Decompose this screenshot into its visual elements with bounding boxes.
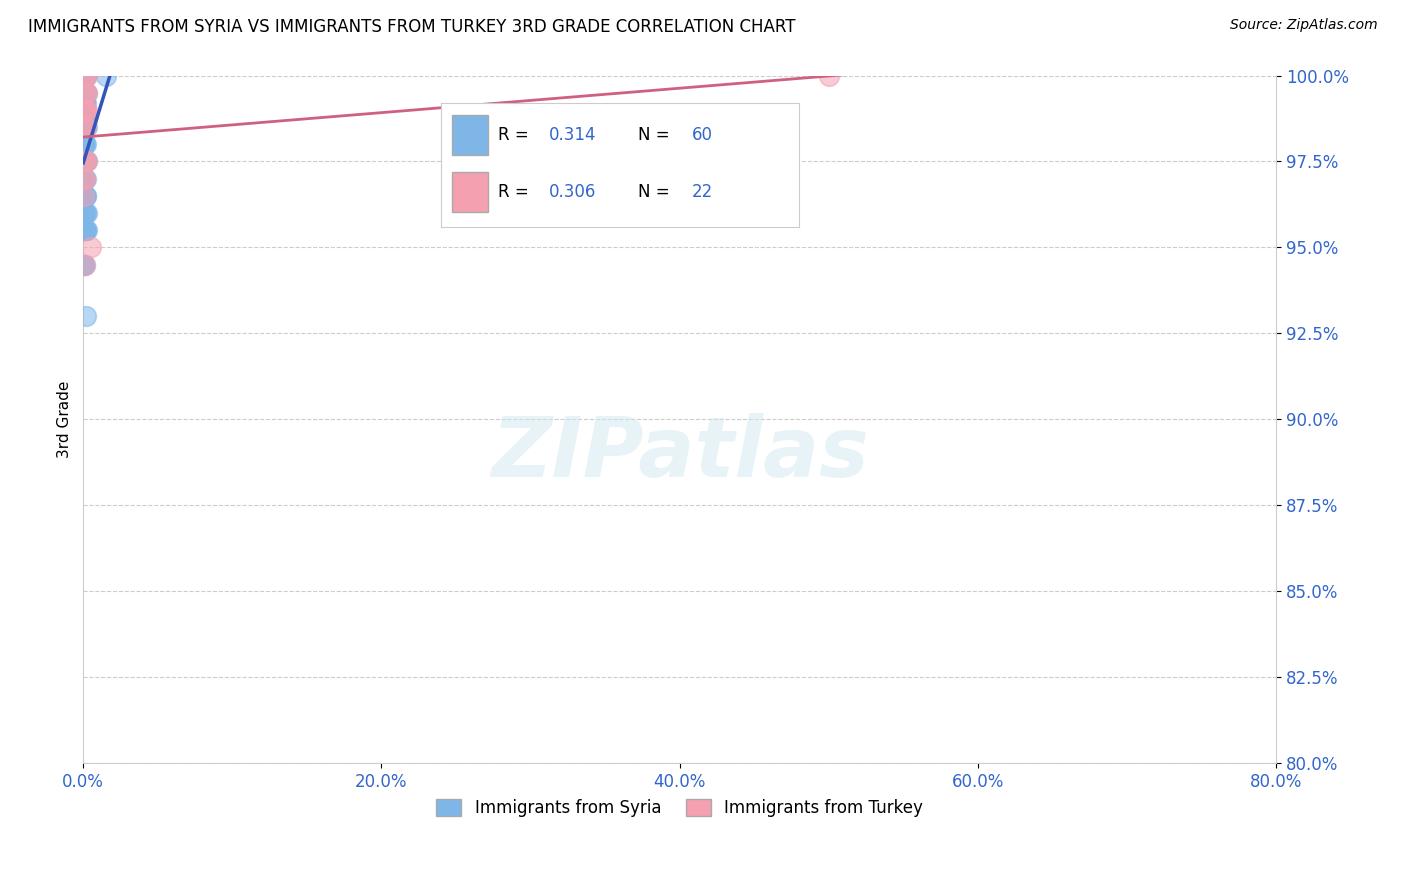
Point (76, 86, 98, 100)
Point (75, 86, 97, 100)
Point (80, 240, 103, 254)
Point (73, 110, 96, 124)
Point (73, 258, 96, 272)
Text: Source: ZipAtlas.com: Source: ZipAtlas.com (1230, 18, 1378, 32)
Point (73, 171, 96, 186)
Point (73, 137, 96, 152)
Point (73, 154, 96, 169)
Point (73, 103, 96, 117)
Point (73, 69, 96, 83)
Point (76, 110, 98, 124)
Point (73, 95, 96, 110)
Point (75, 120, 97, 134)
Point (76, 154, 98, 169)
Point (75, 189, 97, 203)
Point (75, 95, 97, 110)
Point (75, 95, 97, 110)
Point (73, 154, 96, 169)
Point (73, 69, 96, 83)
Point (76, 120, 98, 134)
Point (75, 171, 97, 186)
Point (76, 86, 98, 100)
Point (75, 137, 97, 152)
Point (76, 206, 98, 220)
Point (73, 171, 96, 186)
Point (73, 120, 96, 134)
Point (75, 110, 97, 124)
Point (75, 309, 97, 323)
Point (75, 171, 97, 186)
Point (75, 223, 97, 237)
Point (73, 86, 96, 100)
Point (75, 154, 97, 169)
Point (75, 258, 97, 272)
Point (75, 154, 97, 169)
Point (75, 86, 97, 100)
Point (73, 171, 96, 186)
Point (75, 189, 97, 203)
Point (73, 69, 96, 83)
Point (73, 69, 96, 83)
Point (75, 120, 97, 134)
Point (817, 69, 839, 83)
Point (75, 69, 97, 83)
Point (75, 206, 97, 220)
Point (75, 103, 97, 117)
Point (75, 154, 97, 169)
Point (73, 120, 96, 134)
Point (75, 69, 97, 83)
Point (73, 258, 96, 272)
Point (73, 171, 96, 186)
Y-axis label: 3rd Grade: 3rd Grade (58, 381, 72, 458)
Point (73, 189, 96, 203)
Point (75, 258, 97, 272)
Point (73, 69, 96, 83)
Point (75, 69, 97, 83)
Point (73, 110, 96, 124)
Point (73, 120, 96, 134)
Point (73, 137, 96, 152)
Point (75, 223, 97, 237)
Point (75, 137, 97, 152)
Point (73, 223, 96, 237)
Legend: Immigrants from Syria, Immigrants from Turkey: Immigrants from Syria, Immigrants from T… (429, 792, 929, 823)
Point (76, 154, 98, 169)
Point (75, 206, 97, 220)
Point (76, 223, 98, 237)
Point (76, 69, 98, 83)
Point (75, 120, 97, 134)
Point (73, 120, 96, 134)
Point (75, 69, 97, 83)
Point (73, 206, 96, 220)
Point (73, 206, 96, 220)
Point (73, 206, 96, 220)
Point (75, 86, 97, 100)
Point (73, 86, 96, 100)
Point (73, 103, 96, 117)
Point (73, 189, 96, 203)
Point (73, 154, 96, 169)
Point (76, 103, 98, 117)
Point (73, 189, 96, 203)
Point (75, 223, 97, 237)
Point (73, 95, 96, 110)
Point (94, 69, 117, 83)
Point (75, 120, 97, 134)
Point (73, 110, 96, 124)
Point (75, 189, 97, 203)
Text: IMMIGRANTS FROM SYRIA VS IMMIGRANTS FROM TURKEY 3RD GRADE CORRELATION CHART: IMMIGRANTS FROM SYRIA VS IMMIGRANTS FROM… (28, 18, 796, 36)
Text: ZIPatlas: ZIPatlas (491, 413, 869, 494)
